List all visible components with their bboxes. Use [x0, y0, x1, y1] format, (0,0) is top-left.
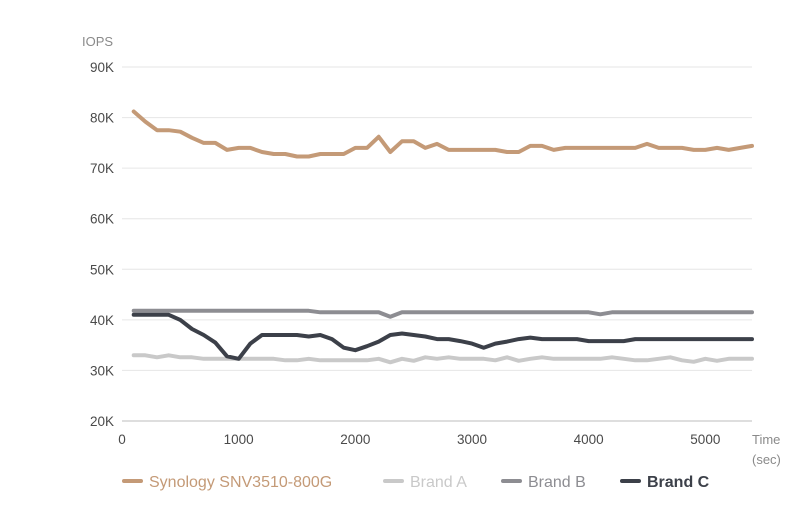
x-tick-label: 1000 [224, 432, 254, 447]
y-tick-label: 50K [90, 262, 114, 277]
series-line-synology [131, 109, 754, 159]
y-tick-label: 70K [90, 161, 114, 176]
x-tick-label: 5000 [690, 432, 720, 447]
legend-item: Synology SNV3510-800G [122, 474, 332, 491]
series-line-brand-c [131, 312, 754, 361]
x-axis-label-time: Time [752, 432, 780, 447]
legend-label: Brand A [410, 474, 467, 491]
x-axis-tick-labels: 0 1000 2000 3000 4000 5000 [118, 432, 720, 447]
y-axis-label: IOPS [82, 34, 113, 49]
gridlines [122, 66, 752, 371]
x-tick-label: 3000 [457, 432, 487, 447]
x-tick-label: 2000 [340, 432, 370, 447]
series-lines [131, 109, 754, 365]
legend-item: Brand C [620, 474, 710, 491]
x-axis-label-unit: (sec) [752, 452, 781, 467]
legend-item: Brand B [501, 474, 586, 491]
legend-label: Synology SNV3510-800G [149, 474, 332, 491]
legend-label: Brand C [647, 474, 710, 491]
y-tick-label: 40K [90, 313, 114, 328]
legend: Synology SNV3510-800G Brand A Brand B Brand… [122, 474, 710, 491]
series-line-brand-b [131, 308, 754, 319]
legend-item: Brand A [383, 474, 467, 491]
y-tick-label: 90K [90, 60, 114, 75]
legend-label: Brand B [528, 474, 586, 491]
y-axis-tick-labels: 20K 30K 40K 50K 60K 70K 80K 90K [90, 60, 114, 429]
y-tick-label: 30K [90, 363, 114, 378]
y-tick-label: 60K [90, 212, 114, 227]
x-tick-label: 0 [118, 432, 126, 447]
y-tick-label: 80K [90, 111, 114, 126]
x-tick-label: 4000 [574, 432, 604, 447]
y-tick-label: 20K [90, 414, 114, 429]
